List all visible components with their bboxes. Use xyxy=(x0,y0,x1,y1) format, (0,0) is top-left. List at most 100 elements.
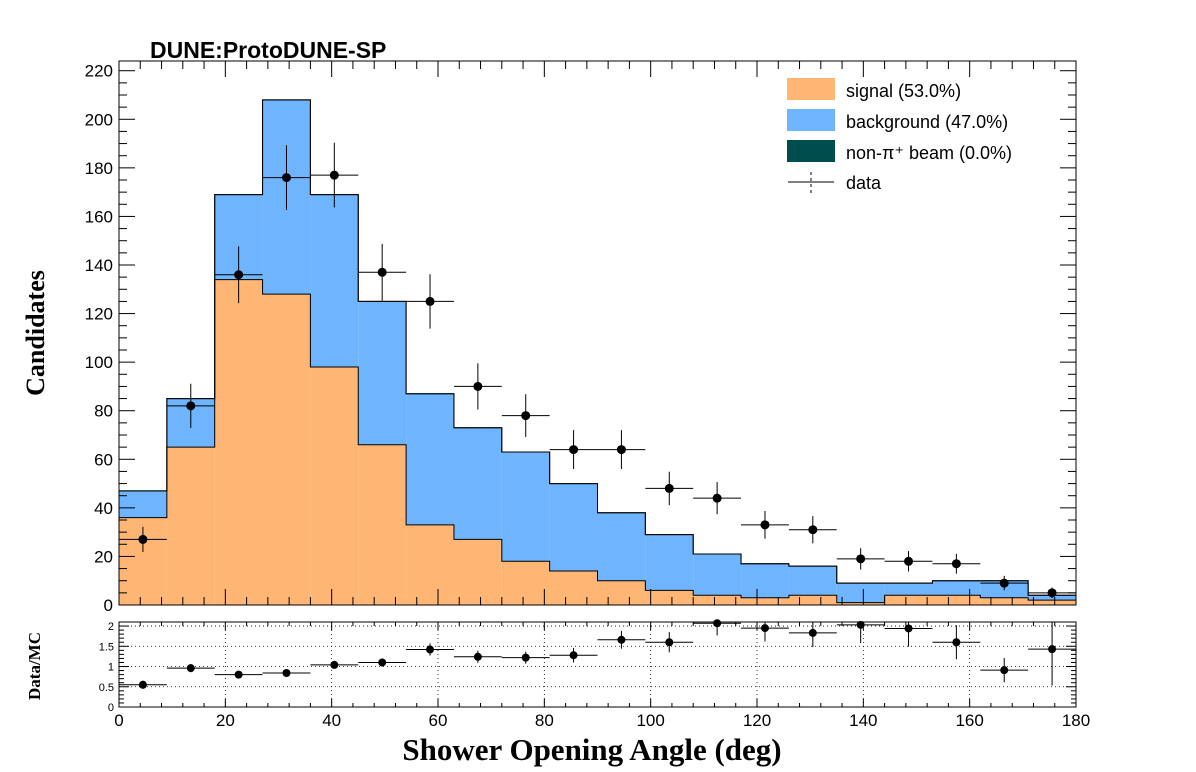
data-point-14 xyxy=(788,516,837,544)
data-point-17 xyxy=(932,553,981,574)
xtick-label-0: 0 xyxy=(114,711,123,730)
xtick-label-60: 60 xyxy=(429,711,448,730)
hist-bar-background-0 xyxy=(119,490,167,518)
main-ytick-label-40: 40 xyxy=(94,499,113,518)
xtick-label-160: 160 xyxy=(955,711,983,730)
ratio-point-marker-1 xyxy=(186,664,195,673)
legend-label-data: data xyxy=(846,173,882,193)
main-ytick-label-60: 60 xyxy=(94,450,113,469)
data-point-marker-16 xyxy=(904,556,914,566)
data-point-18 xyxy=(980,575,1029,591)
data-point-12 xyxy=(693,482,742,515)
data-point-7 xyxy=(453,363,502,410)
data-point-10 xyxy=(597,430,646,469)
ratio-point-7 xyxy=(453,650,502,663)
legend-swatch-signal xyxy=(787,78,835,100)
main-plot-frame xyxy=(118,60,1077,606)
main-ytick-label-20: 20 xyxy=(94,547,113,566)
data-point-marker-10 xyxy=(616,445,626,455)
ratio-point-0 xyxy=(119,680,167,689)
ratio-point-marker-10 xyxy=(617,635,626,644)
main-ytick-label-0: 0 xyxy=(104,596,113,615)
data-point-0 xyxy=(119,526,167,553)
ratio-ytick-label-1: 0.5 xyxy=(99,682,114,694)
ratio-point-marker-5 xyxy=(378,658,387,667)
ratio-point-8 xyxy=(501,651,550,664)
main-ytick-label-200: 200 xyxy=(85,110,113,129)
hist-bar-background-17 xyxy=(932,580,981,596)
hist-bar-signal-19 xyxy=(1028,600,1076,605)
data-point-13 xyxy=(741,511,789,539)
xtick-label-140: 140 xyxy=(849,711,877,730)
hist-bar-background-9 xyxy=(549,483,598,571)
hist-bar-background-16 xyxy=(884,583,933,596)
main-ytick-label-120: 120 xyxy=(85,305,113,324)
ratio-point-marker-12 xyxy=(713,619,722,628)
ratio-point-marker-15 xyxy=(856,620,865,629)
data-point-marker-15 xyxy=(856,554,866,564)
main-ytick-label-160: 160 xyxy=(85,207,113,226)
data-point-marker-7 xyxy=(473,381,483,391)
xtick-label-80: 80 xyxy=(535,711,554,730)
main-x-axis-ticks xyxy=(118,61,1077,605)
data-point-marker-6 xyxy=(425,296,435,306)
main-ytick-label-100: 100 xyxy=(85,353,113,372)
ratio-plot-panel: 0 0.5 1 1.5 2 0 20 40 60 80 100 120 140 160 180 xyxy=(99,619,1090,730)
hist-bar-background-7 xyxy=(453,427,502,540)
ratio-ytick-label-0: 0 xyxy=(108,702,114,714)
ratio-point-marker-13 xyxy=(760,624,769,633)
data-point-9 xyxy=(549,430,598,469)
data-point-4 xyxy=(310,142,359,208)
ratio-point-13 xyxy=(741,622,789,642)
hist-bar-signal-5 xyxy=(358,444,407,605)
main-ytick-label-140: 140 xyxy=(85,256,113,275)
ratio-point-11 xyxy=(645,632,694,653)
ratio-point-marker-17 xyxy=(952,638,961,647)
xtick-label-40: 40 xyxy=(322,711,341,730)
hist-bar-background-12 xyxy=(693,554,742,596)
ratio-point-marker-2 xyxy=(234,670,243,679)
legend-swatch-nonpi-beam xyxy=(787,140,835,162)
ratio-point-marker-9 xyxy=(569,651,578,660)
xtick-label-20: 20 xyxy=(216,711,235,730)
hist-bar-background-6 xyxy=(406,393,454,525)
data-point-marker-8 xyxy=(521,411,531,421)
data-point-8 xyxy=(501,394,550,437)
xtick-label-120: 120 xyxy=(743,711,771,730)
data-point-15 xyxy=(836,548,885,570)
hist-bar-signal-15 xyxy=(836,602,885,605)
ratio-plot-frame xyxy=(118,621,1077,708)
data-point-6 xyxy=(406,274,454,329)
ratio-point-5 xyxy=(358,658,407,667)
hist-bar-signal-7 xyxy=(453,539,502,605)
stacked-histogram xyxy=(118,99,1077,605)
experiment-label: DUNE:ProtoDUNE-SP xyxy=(150,37,386,63)
ratio-grid xyxy=(119,622,1076,707)
hist-bar-background-14 xyxy=(788,566,837,596)
data-point-marker-18 xyxy=(999,578,1009,588)
hist-bar-signal-17 xyxy=(932,595,981,605)
data-point-2 xyxy=(214,246,263,304)
legend-label-nonpi-beam: non-π⁺ beam (0.0%) xyxy=(846,143,1012,163)
hist-bar-signal-18 xyxy=(980,597,1029,605)
data-point-marker-4 xyxy=(329,170,339,180)
data-point-marker-13 xyxy=(760,520,770,530)
ratio-point-9 xyxy=(549,647,598,663)
ratio-point-19 xyxy=(1028,622,1076,686)
main-ytick-label-220: 220 xyxy=(85,62,113,81)
hist-bar-background-5 xyxy=(358,301,407,445)
main-plot-panel: 0 20 40 60 80 100 120 140 160 180 200 220 xyxy=(85,60,1077,615)
hist-bar-signal-4 xyxy=(310,367,359,605)
x-axis-title: Shower Opening Angle (deg) xyxy=(402,732,781,767)
ratio-ytick-label-2: 1 xyxy=(108,662,114,674)
data-point-marker-2 xyxy=(234,270,244,280)
hist-bar-background-11 xyxy=(645,534,694,591)
hist-outline-layer-2 xyxy=(118,99,1077,605)
ratio-point-marker-3 xyxy=(282,669,291,677)
data-point-marker-0 xyxy=(138,534,148,544)
ratio-point-3 xyxy=(262,669,311,677)
x-axis: 0 20 40 60 80 100 120 140 160 180 xyxy=(114,622,1090,730)
data-point-marker-1 xyxy=(186,401,196,411)
xtick-label-180: 180 xyxy=(1062,711,1090,730)
data-point-11 xyxy=(645,471,694,506)
